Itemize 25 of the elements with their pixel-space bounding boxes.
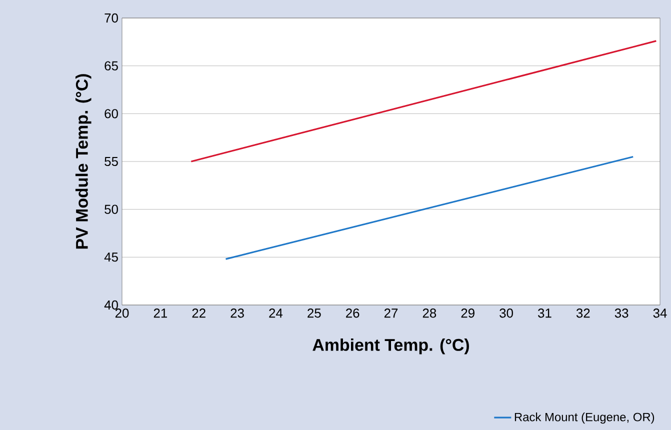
x-tick-label: 24 (269, 308, 283, 318)
x-tick-label: 23 (230, 308, 244, 318)
x-tick-label: 22 (192, 308, 206, 318)
y-axis-title: PV Module Temp. (°C) (75, 74, 92, 249)
x-tick-label: 30 (500, 308, 513, 318)
y-tick-label: 65 (104, 61, 118, 70)
x-tick-label: 27 (384, 308, 398, 318)
y-tick-label: 55 (104, 156, 118, 166)
x-tick-label: 25 (308, 308, 321, 318)
x-tick-label: 28 (422, 308, 436, 318)
x-tick-label: 34 (653, 308, 667, 318)
y-tick-label: 60 (104, 109, 118, 118)
x-tick-label: 20 (115, 308, 129, 318)
y-tick-label: 50 (104, 204, 118, 214)
y-tick-label: 45 (104, 252, 118, 262)
legend-label: Rack Mount (Eugene, OR) (514, 412, 654, 424)
x-tick-label: 31 (538, 308, 552, 318)
y-tick-label: 40 (104, 300, 118, 310)
x-tick-label: 32 (576, 308, 590, 318)
y-tick-label: 70 (104, 13, 118, 23)
x-axis-title: Ambient Temp. (°C) (312, 338, 469, 354)
x-tick-label: 33 (614, 308, 628, 318)
x-tick-label: 21 (154, 308, 168, 318)
x-tick-label: 29 (461, 308, 474, 318)
x-tick-label: 26 (346, 308, 360, 318)
